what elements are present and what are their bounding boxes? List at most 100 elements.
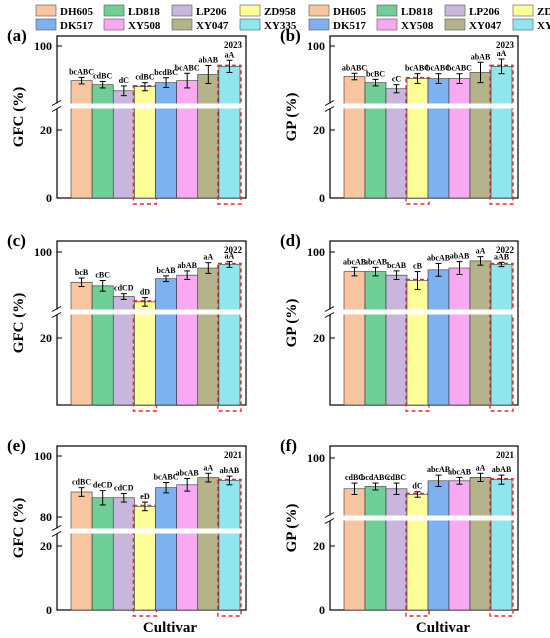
panel-b-errorbar-zd958 — [414, 73, 421, 84]
panel-b-axis-break-mark — [324, 100, 335, 112]
panel-a-bar-xy335 — [218, 66, 241, 199]
panel-c-errorbar-xy508 — [184, 270, 191, 280]
panel-f-ytick-label-20: 20 — [313, 539, 325, 553]
panel-e-ytick-label-80: 80 — [40, 510, 52, 524]
panel-b-errorbar-lp206 — [393, 84, 400, 94]
left-legend-swatch-xy047 — [171, 18, 193, 31]
left-legend-label-lp206: LP206 — [196, 6, 227, 18]
panel-e-sig-label-lp206: cdCD — [114, 483, 134, 492]
right-legend-label-dk517: DK517 — [333, 20, 367, 32]
panel-f-bar-dh605 — [343, 488, 366, 611]
left-legend-swatch-lp206 — [171, 4, 193, 17]
panel-b-letter: (b) — [280, 26, 301, 45]
panel-b-errorbar-xy508 — [456, 73, 463, 84]
right-legend-swatch-ld818 — [376, 4, 398, 17]
panel-b-errorbar-xy335 — [498, 58, 505, 75]
panel-e-axis-break-mark — [51, 525, 62, 537]
panel-b-sig-label-lp206: cC — [392, 75, 402, 84]
panel-e-bar-lp206 — [112, 497, 135, 611]
panel-c-bar-ld818 — [91, 285, 114, 406]
panel-c-bar-xy047 — [197, 267, 220, 406]
left-legend-label-dk517: DK517 — [60, 20, 94, 32]
panel-f-axis-break-mark — [324, 512, 335, 524]
panel-a-bar-dh605 — [70, 80, 93, 199]
panel-c-errorbar-dh605 — [78, 277, 85, 288]
panel-c-errorbar-zd958 — [141, 297, 148, 307]
panel-c-letter: (c) — [7, 231, 26, 250]
panel-a-errorbar-xy508 — [184, 72, 191, 89]
panel-e-bar-dh605 — [70, 491, 93, 611]
panel-b-errorbar-dk517 — [435, 73, 442, 84]
right-legend-label-xy508: XY508 — [401, 20, 434, 32]
panel-e-errorbar-zd958 — [141, 501, 148, 512]
panel-e-bar-ld818 — [91, 497, 114, 611]
panel-c-sig-label-dk517: bcAB — [157, 266, 177, 275]
panel-f-errorbar-xy047 — [477, 472, 484, 482]
panel-b-axis-break-band — [331, 103, 517, 109]
panel-e-bar-xy047 — [197, 477, 220, 611]
panel-f-bar-dk517 — [427, 480, 450, 611]
panel-b-bar-xy335 — [490, 66, 513, 199]
panel-f-bar-lp206 — [385, 488, 408, 611]
panel-b-highlight-xy335 — [489, 64, 514, 205]
panel-a-bar-dk517 — [155, 82, 177, 199]
panel-f-letter: (f) — [280, 436, 297, 455]
panel-b-bar-zd958 — [406, 78, 429, 199]
panel-e-ytick-label-20: 20 — [40, 539, 52, 553]
panel-a-axis-break-band — [58, 103, 245, 109]
panel-a-sig-label-xy335: aA — [225, 50, 235, 59]
right-legend-swatch-dk517 — [308, 18, 330, 31]
panel-c-sig-label-ld818: cBC — [95, 271, 110, 280]
panel-b-bar-ld818 — [364, 82, 387, 199]
panel-d-axis-break-mark — [324, 306, 335, 318]
panel-a-bar-xy047 — [197, 74, 220, 199]
panel-b-ytick-label-100: 100 — [307, 39, 325, 53]
right-legend-swatch-zd958 — [512, 4, 534, 17]
left-legend-swatch-dh605 — [35, 4, 57, 17]
panel-b-bar-dk517 — [427, 78, 450, 199]
panel-a-errorbar-xy047 — [205, 65, 212, 84]
panel-a-sig-label-xy047: abAB — [199, 56, 219, 65]
panel-a-errorbar-dh605 — [78, 76, 85, 85]
panel-f-errorbar-dh605 — [351, 482, 358, 495]
panel-e-axis-break-gap — [53, 528, 61, 534]
panel-e-letter: (e) — [7, 436, 26, 455]
right-legend-swatch-xy335 — [512, 18, 534, 31]
panel-a-ylabel: GFC (%) — [11, 87, 27, 147]
panel-a-axis-break-mark — [51, 100, 62, 112]
x-axis-title-left: Cultivar — [143, 620, 198, 636]
panel-d-sig-label-zd958: cB — [413, 262, 423, 271]
left-legend-swatch-dk517 — [35, 18, 57, 31]
right-legend-label-xy335: XY335 — [537, 20, 550, 32]
panel-f-axis-break-band — [331, 515, 517, 521]
panel-d-bar-zd958 — [406, 280, 429, 406]
panel-d-bar-dk517 — [427, 269, 450, 406]
panel-a-ytick-label-0: 0 — [46, 191, 52, 205]
panel-c-bar-dk517 — [155, 278, 177, 406]
panel-a-highlight-xy335 — [217, 64, 242, 205]
panel-d-errorbar-zd958 — [414, 271, 421, 290]
panel-a-bar-xy508 — [176, 80, 199, 199]
panel-e-bar-dk517 — [155, 487, 177, 611]
panel-f-year: 2021 — [496, 450, 515, 460]
panel-e-sig-label-xy508: abcAB — [176, 468, 200, 477]
panel-e-errorbar-xy047 — [205, 472, 212, 483]
panel-a-errorbar-zd958 — [141, 82, 148, 92]
panel-f-errorbar-dk517 — [435, 474, 442, 487]
panel-f-sig-label-xy335: abAB — [492, 465, 512, 474]
panel-e-bar-xy335 — [218, 480, 241, 611]
panel-a-sig-label-xy508: bcABC — [175, 63, 200, 72]
panel-e-sig-label-dk517: bcABC — [154, 472, 179, 481]
panel-e-sig-label-xy047: aA — [203, 463, 213, 472]
panel-c-ylabel: GFC (%) — [11, 293, 27, 353]
panel-b-bar-xy508 — [448, 78, 471, 199]
panel-f-bar-xy335 — [490, 479, 513, 611]
panel-e-sig-label-zd958: eD — [140, 492, 150, 501]
panel-c-bar-dh605 — [70, 281, 93, 406]
panel-c-sig-label-dh605: bcB — [75, 268, 89, 277]
panel-f-sig-label-dh605: cdBC — [345, 473, 364, 482]
panel-d-bar-xy047 — [469, 260, 492, 406]
